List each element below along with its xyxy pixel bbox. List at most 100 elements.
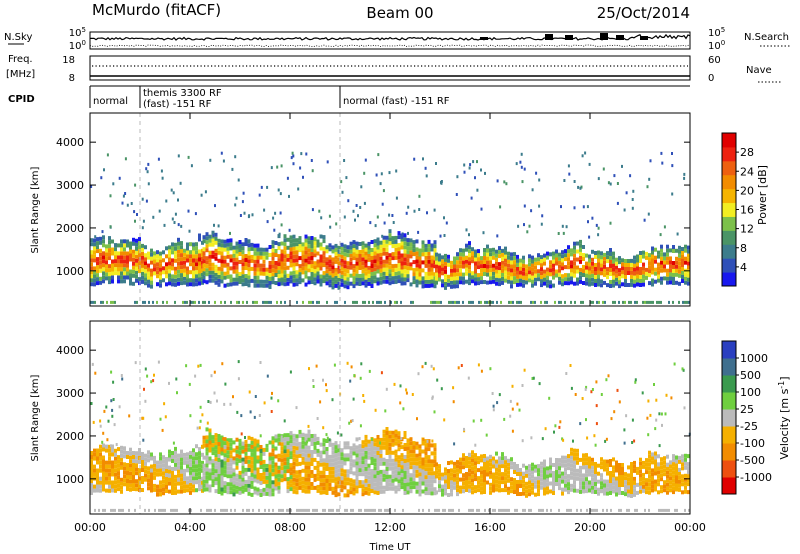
data-cell: [244, 451, 248, 456]
data-cell: [304, 246, 308, 251]
data-cell: [150, 484, 153, 489]
data-cell: [385, 443, 389, 447]
data-cell: [519, 472, 522, 476]
data-cell: [259, 489, 263, 493]
data-cell: [501, 472, 504, 477]
data-cell: [412, 276, 416, 281]
data-cell: [99, 236, 102, 241]
data-cell: [156, 262, 159, 267]
data-cell: [310, 438, 314, 442]
data-cell: [585, 477, 588, 482]
data-cell: [453, 473, 456, 478]
data-cell: [202, 443, 206, 448]
data-cell: [471, 458, 474, 463]
data-cell: [675, 260, 678, 265]
data-cell: [421, 449, 425, 454]
data-cell: [322, 426, 325, 430]
data-cell: [531, 470, 534, 475]
data-cell: [379, 260, 383, 265]
data-cell: [123, 239, 126, 244]
data-cell: [406, 262, 410, 267]
data-cell: [180, 485, 183, 490]
data-cell: [223, 469, 227, 474]
data-cell: [433, 284, 437, 289]
data-cell: [328, 470, 332, 475]
data-cell: [663, 472, 666, 477]
data-cell: [290, 156, 293, 160]
data-cell: [558, 482, 561, 487]
data-cell: [349, 490, 353, 495]
data-cell: [256, 283, 260, 288]
data-cell: [672, 466, 675, 471]
data-cell: [495, 479, 498, 484]
data-cell: [444, 479, 447, 484]
data-cell: [367, 467, 371, 472]
data-cell: [367, 257, 371, 262]
data-cell: [268, 265, 272, 269]
data-cell: [250, 468, 254, 473]
data-cell: [258, 414, 261, 417]
data-cell: [436, 300, 438, 304]
data-cell: [298, 453, 302, 458]
data-cell: [492, 480, 495, 485]
data-cell: [480, 418, 483, 422]
data-cell: [594, 267, 597, 271]
data-cell: [376, 215, 379, 219]
data-cell: [259, 263, 263, 268]
data-cell: [636, 262, 639, 267]
data-cell: [534, 269, 537, 274]
data-cell: [361, 452, 365, 457]
data-cell: [93, 242, 96, 247]
data-cell: [141, 243, 144, 248]
data-cell: [452, 386, 455, 390]
data-cell: [220, 508, 222, 512]
data-cell: [504, 456, 507, 461]
data-cell: [531, 466, 534, 471]
data-cell: [102, 271, 105, 276]
data-cell: [217, 278, 221, 283]
data-cell: [211, 270, 215, 275]
data-cell: [412, 469, 416, 474]
data-cell: [126, 451, 129, 455]
data-cell: [331, 277, 335, 282]
data-cell: [391, 466, 395, 471]
data-cell: [202, 259, 206, 264]
data-cell: [144, 253, 147, 258]
data-cell: [385, 459, 389, 463]
freq-tick-bottom: 8: [69, 73, 75, 84]
data-cell: [283, 433, 287, 438]
data-cell: [312, 385, 315, 388]
data-cell: [237, 360, 240, 364]
data-cell: [472, 300, 474, 304]
data-cell: [168, 381, 170, 385]
data-cell: [319, 478, 323, 483]
data-cell: [498, 262, 501, 267]
data-cell: [298, 272, 302, 277]
data-cell: [532, 376, 535, 380]
data-cell: [328, 478, 332, 483]
data-cell: [597, 254, 600, 259]
data-cell: [443, 418, 446, 422]
data-cell: [385, 467, 389, 471]
data-cell: [391, 264, 395, 269]
data-cell: [111, 408, 114, 412]
data-cell: [388, 269, 392, 274]
data-cell: [177, 461, 180, 466]
data-cell: [600, 259, 603, 264]
data-cell: [313, 457, 317, 462]
data-cell: [346, 489, 350, 494]
data-cell: [152, 300, 154, 304]
data-cell: [301, 266, 305, 271]
data-cell: [552, 483, 555, 487]
data-cell: [391, 430, 395, 435]
data-cell: [262, 271, 266, 276]
data-cell: [126, 243, 129, 248]
data-cell: [468, 269, 471, 274]
data-cell: [99, 252, 102, 257]
data-cell: [492, 460, 495, 465]
data-cell: [382, 247, 386, 252]
data-cell: [291, 151, 294, 155]
data-cell: [440, 180, 443, 183]
data-cell: [206, 508, 208, 512]
data-cell: [474, 477, 477, 482]
